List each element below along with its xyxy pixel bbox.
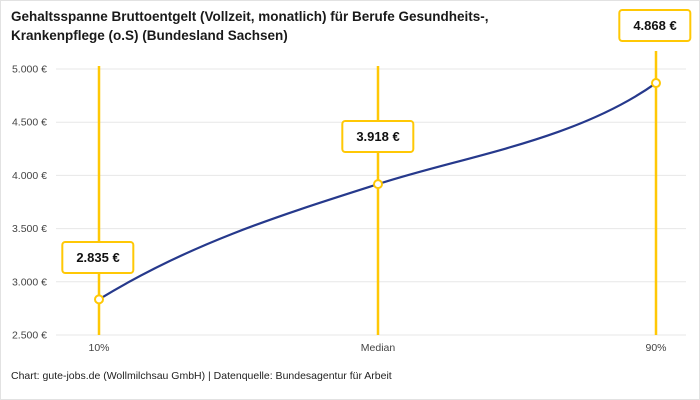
chart-title: Gehaltsspanne Bruttoentgelt (Vollzeit, m… (11, 8, 571, 46)
y-tick-label: 2.500 € (12, 330, 47, 342)
y-tick-label: 5.000 € (12, 64, 47, 76)
data-point-marker (651, 78, 661, 89)
value-label-median: 3.918 € (341, 120, 415, 153)
y-tick-label: 3.500 € (12, 223, 47, 235)
x-tick-label: Median (361, 342, 396, 354)
chart-source-footer: Chart: gute-jobs.de (Wollmilchsau GmbH) … (11, 370, 392, 382)
data-point-marker (373, 179, 383, 190)
y-tick-label: 3.000 € (12, 276, 47, 288)
value-label-90th-percentile: 4.868 € (618, 9, 692, 42)
chart-title-line1: Gehaltsspanne Bruttoentgelt (Vollzeit, m… (11, 9, 489, 24)
x-tick-label: 90% (645, 342, 666, 354)
data-point-marker (94, 294, 104, 305)
y-tick-label: 4.000 € (12, 170, 47, 182)
y-tick-label: 4.500 € (12, 117, 47, 129)
value-label-10th-percentile: 2.835 € (61, 241, 135, 274)
chart-title-line2: Krankenpflege (o.S) (Bundesland Sachsen) (11, 27, 288, 43)
x-tick-label: 10% (88, 342, 109, 354)
